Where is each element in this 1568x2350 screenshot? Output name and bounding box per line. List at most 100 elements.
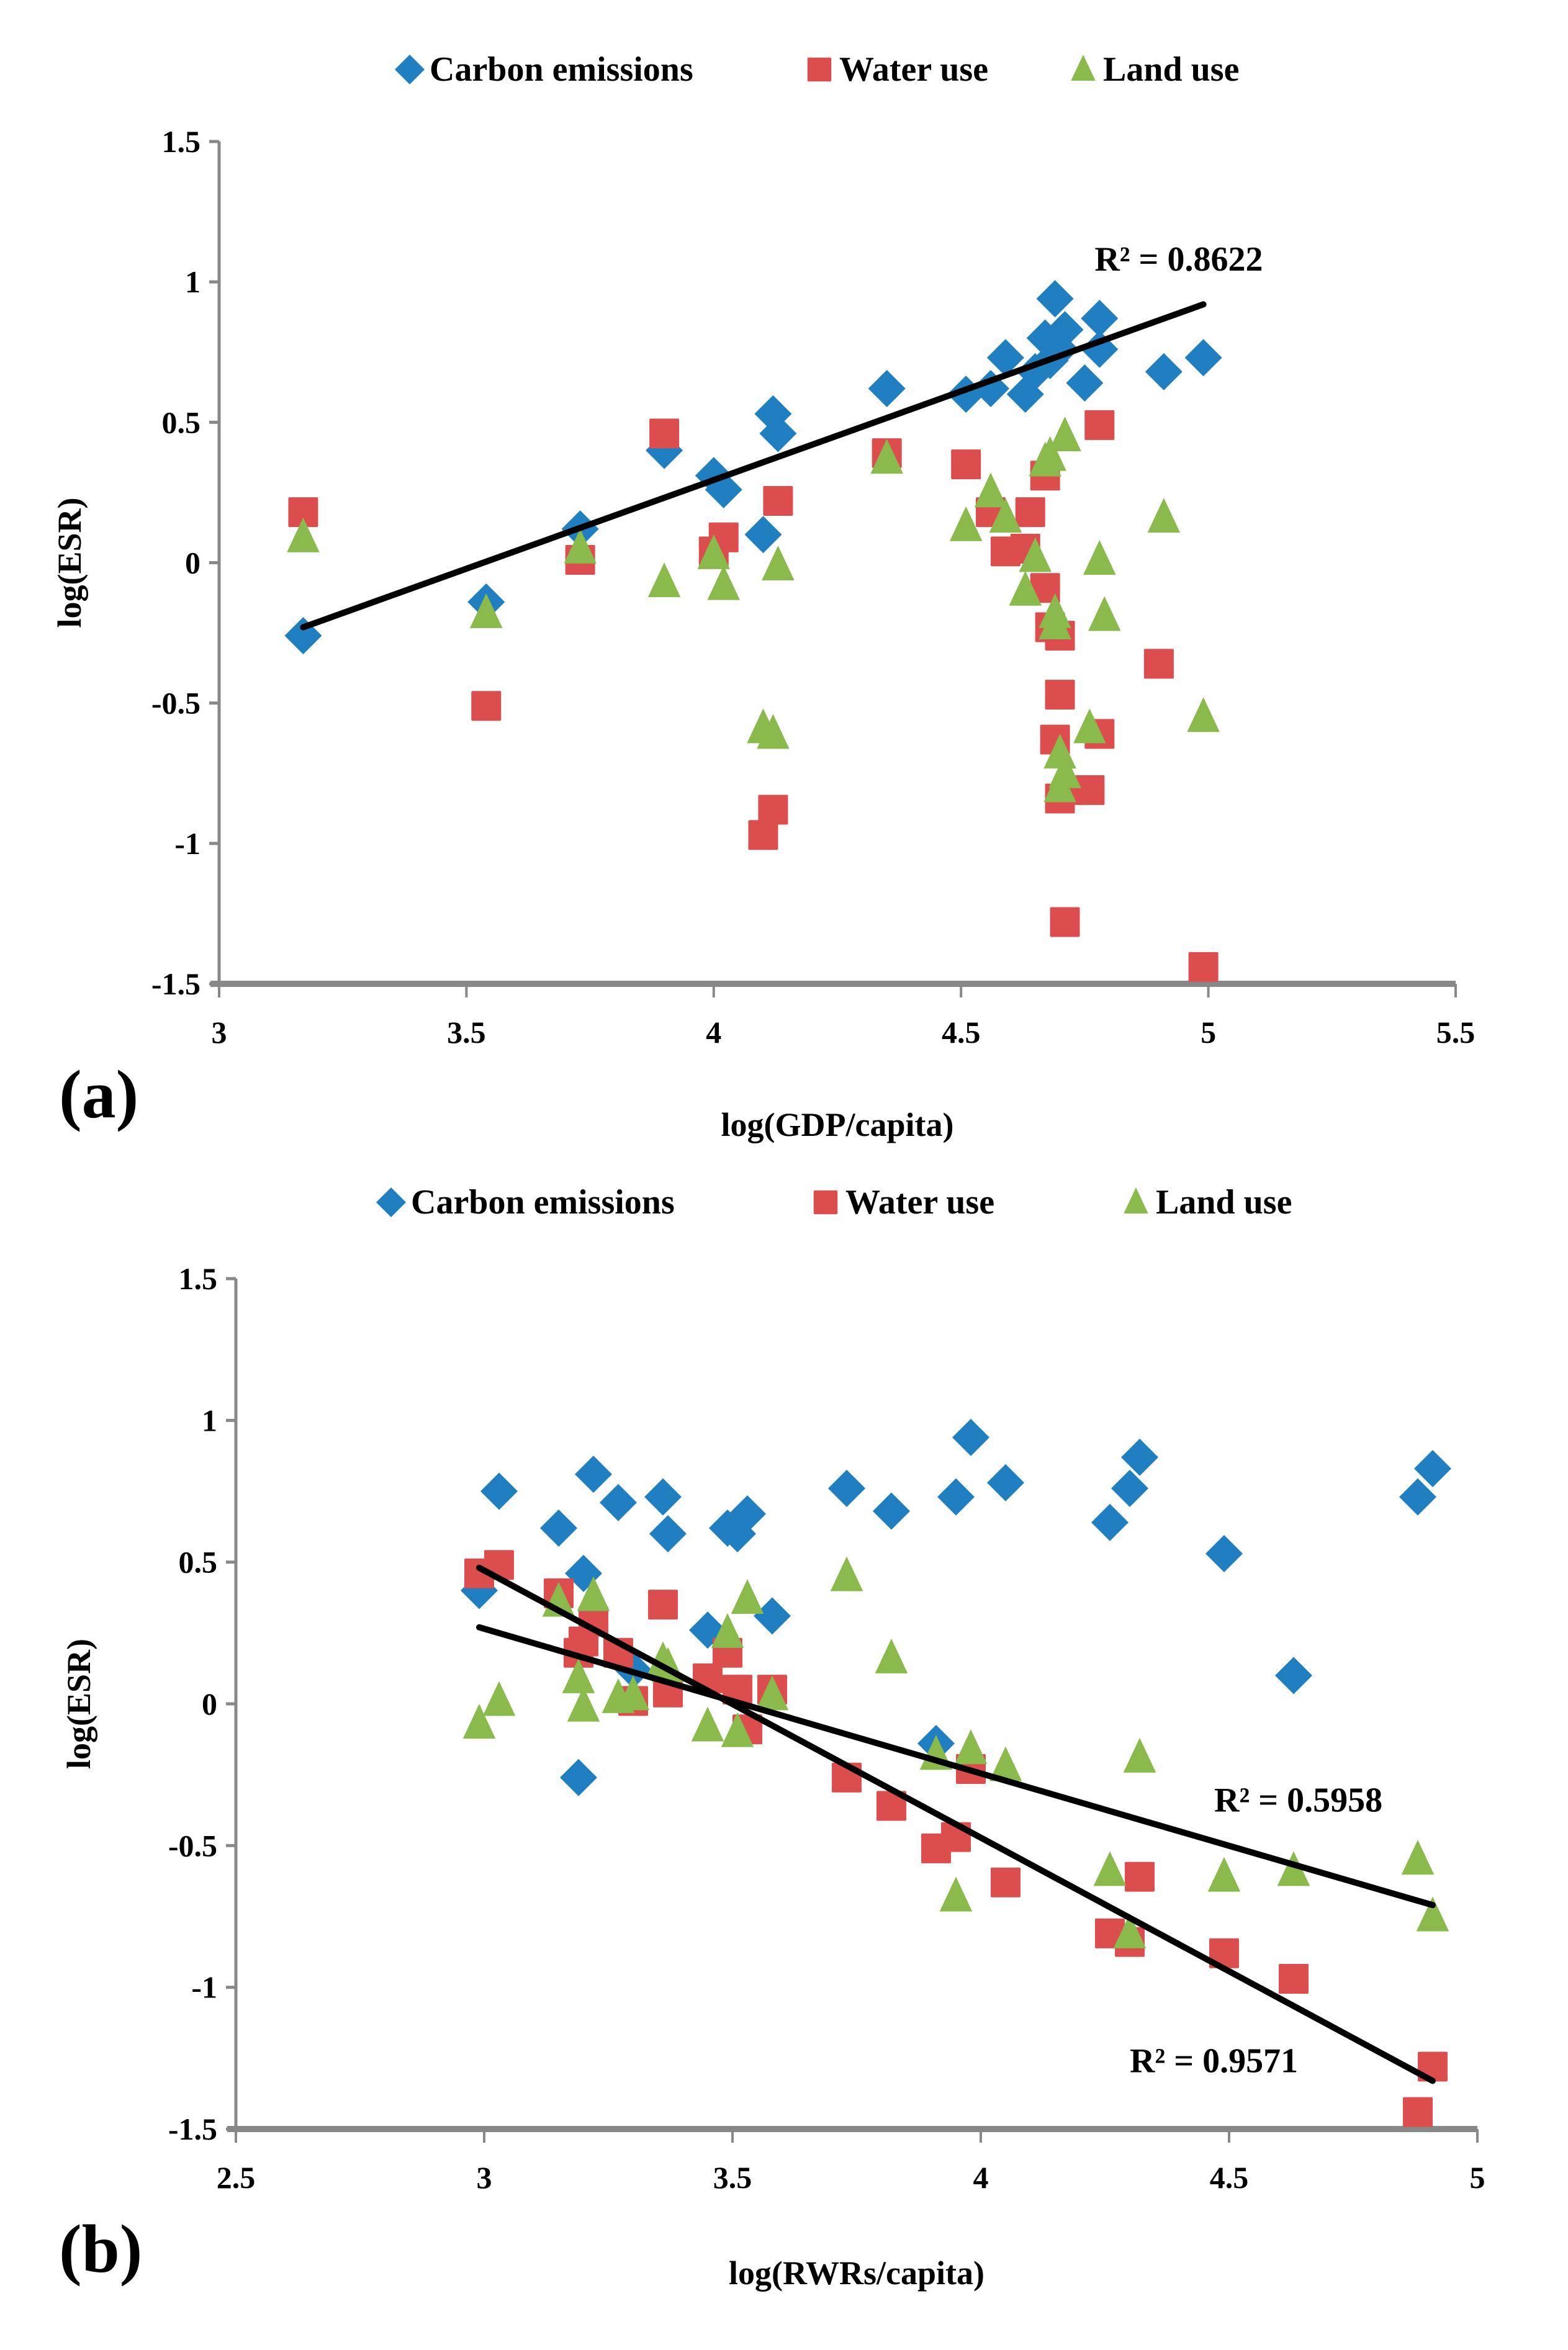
legend-diamond-icon [395, 55, 425, 84]
y-tick-label: -1 [174, 826, 201, 861]
x-tick-label: 4.5 [942, 1015, 981, 1050]
data-point [1147, 498, 1181, 533]
y-tick-label: -1 [191, 1970, 217, 2005]
y-tick-label: -1.5 [151, 966, 201, 1001]
data-point [744, 516, 782, 554]
data-point [1188, 952, 1219, 982]
data-point [649, 1515, 687, 1552]
data-point [462, 1703, 496, 1739]
data-point [951, 449, 981, 480]
data-point [1277, 1851, 1310, 1886]
data-point [1034, 436, 1066, 471]
data-point [755, 1675, 789, 1711]
data-point [1039, 605, 1071, 640]
data-point [989, 498, 1022, 533]
data-point [1036, 280, 1074, 318]
data-point [697, 534, 731, 569]
legend-label: Carbon emissions [411, 1183, 675, 1222]
data-point [987, 1464, 1024, 1501]
data-point [1093, 1851, 1127, 1886]
y-tick-label: 1.5 [162, 124, 201, 159]
data-point [1401, 1840, 1435, 1875]
data-point [721, 1712, 754, 1747]
data-point [1113, 1913, 1147, 1948]
data-point [986, 339, 1024, 377]
data-point [707, 565, 740, 600]
data-point [480, 1472, 518, 1510]
data-point [1088, 596, 1121, 631]
y-tick-label: -1.5 [168, 2112, 217, 2146]
data-point [1030, 573, 1060, 603]
data-point [828, 1469, 865, 1507]
legend-label: Land use [1103, 50, 1239, 89]
data-point [868, 370, 906, 408]
data-point [649, 418, 680, 449]
series-land-use [462, 1556, 1449, 1948]
data-point [1015, 497, 1045, 528]
x-tick-label: 4.5 [1210, 2160, 1249, 2195]
data-point [691, 1706, 724, 1742]
data-point [616, 1675, 650, 1711]
trendline [300, 301, 1207, 631]
data-point [648, 1590, 678, 1620]
x-tick-label: 3 [477, 2160, 492, 2195]
data-point [287, 517, 320, 552]
legend-label: Land use [1156, 1183, 1292, 1222]
y-tick-label: 0.5 [179, 1545, 218, 1580]
data-point [564, 528, 597, 564]
y-tick-label: -0.5 [168, 1828, 217, 1863]
data-point [1399, 1478, 1436, 1516]
r-squared-label: R² = 0.8622 [1094, 240, 1263, 279]
legend-label: Carbon emissions [430, 50, 693, 89]
data-point [1075, 775, 1105, 805]
panel-label: (b) [59, 2211, 142, 2287]
data-point [748, 820, 778, 850]
data-point [1050, 907, 1080, 937]
data-point [1045, 680, 1075, 710]
data-point [759, 415, 797, 452]
x-tick-label: 5.5 [1436, 1015, 1476, 1050]
data-point [579, 1606, 608, 1637]
data-point [567, 1686, 600, 1722]
data-point [577, 1576, 610, 1611]
legend-label: Water use [845, 1183, 994, 1222]
data-point [1416, 1896, 1449, 1932]
r-squared-label: R² = 0.5958 [1214, 1781, 1382, 1820]
data-point [1123, 1737, 1156, 1773]
data-point [873, 1492, 910, 1530]
data-point [954, 1729, 988, 1765]
x-tick-label: 4 [706, 1015, 721, 1050]
data-point [870, 439, 903, 474]
data-point [729, 1495, 766, 1533]
data-point [1019, 537, 1052, 572]
data-point [949, 506, 983, 541]
data-point [1048, 753, 1081, 788]
y-tick-label: 1 [185, 264, 201, 299]
data-point [1145, 353, 1183, 390]
trendline [476, 1564, 1436, 2084]
data-point [876, 1791, 906, 1821]
data-point [1048, 416, 1081, 451]
data-point [758, 795, 788, 825]
data-point [754, 1597, 791, 1635]
data-point [471, 691, 502, 721]
y-tick-label: 1 [202, 1403, 217, 1438]
data-point [470, 593, 503, 628]
y-tick-label: 0 [185, 546, 201, 580]
data-point [731, 1579, 764, 1614]
data-point [1279, 1963, 1309, 1994]
y-tick-label: 0.5 [162, 405, 201, 439]
data-point [974, 472, 1007, 508]
legend-triangle-icon [1071, 55, 1096, 81]
x-tick-label: 4 [973, 2160, 989, 2195]
data-point [939, 1876, 973, 1912]
data-point [1184, 339, 1222, 377]
data-point [1043, 734, 1076, 769]
y-tick-label: 0 [202, 1686, 217, 1721]
legend-square-icon [807, 57, 832, 82]
data-point [1121, 1438, 1158, 1476]
data-point [762, 546, 795, 581]
y-axis-title: log(ESR) [51, 497, 88, 628]
data-point [1207, 1857, 1241, 1892]
data-point [1081, 299, 1119, 337]
